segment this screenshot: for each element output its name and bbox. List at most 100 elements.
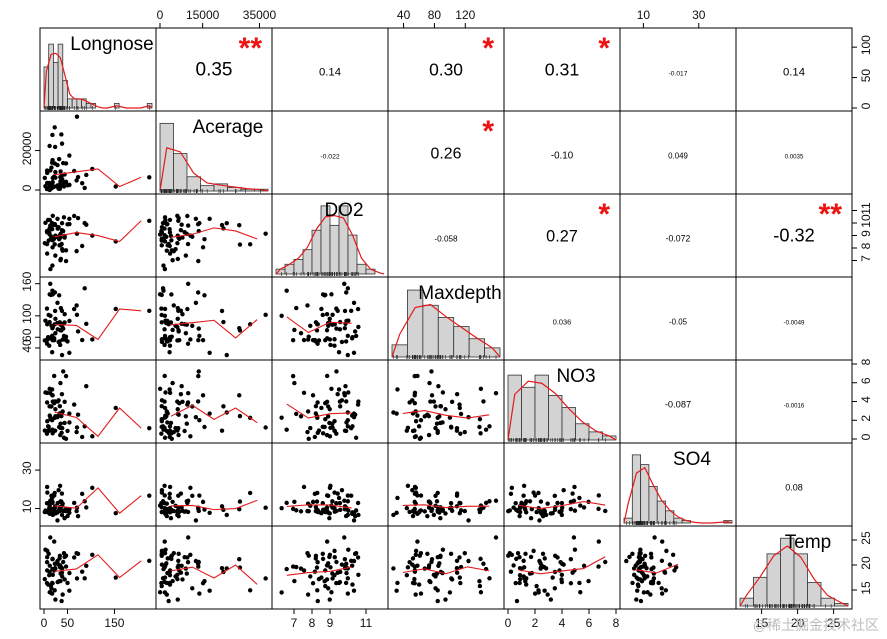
left-tick-label-3-2: 100 <box>20 303 34 323</box>
significance-stars-r0-c1: ** <box>239 32 263 65</box>
bottom-tick-label-0-2: 150 <box>104 616 124 630</box>
scatter-point-r4-c0-39 <box>45 424 51 429</box>
scatter-point-r6-c3-24 <box>457 575 462 580</box>
top-tick-label-3-2: 120 <box>455 8 475 22</box>
scatter-point-r6-c1-28 <box>162 590 168 595</box>
scatter-point-r5-c3-67 <box>438 515 443 521</box>
scatter-point-r4-c1-29 <box>221 404 226 409</box>
scatter-point-r6-c3-60 <box>481 561 486 566</box>
scatter-point-r4-c1-10 <box>167 390 173 396</box>
scatter-point-r4-c0-67 <box>62 420 67 426</box>
right-tick-label-0-0: 0 <box>859 102 873 109</box>
scatter-point-r4-c2-30 <box>343 383 348 389</box>
scatter-point-r6-c2-31 <box>352 551 358 557</box>
scatter-point-r6-c5-58 <box>635 561 640 566</box>
hist-bar-NO3-1 <box>521 386 536 441</box>
smooth-line-r3-c1 <box>170 319 258 339</box>
scatter-point-r5-c1-22 <box>263 505 268 510</box>
scatter-point-r4-c3-41 <box>433 425 438 431</box>
hist-bar-Temp-1 <box>753 576 768 607</box>
scatter-point-r4-c0-29 <box>47 404 52 409</box>
scatter-point-r6-c4-25 <box>517 576 523 582</box>
scatter-point-r5-c4-32 <box>524 499 529 504</box>
scatter-point-r4-c0-33 <box>44 431 50 436</box>
scatter-point-r5-c0-67 <box>62 515 67 521</box>
scatter-point-r4-c1-60 <box>195 399 201 404</box>
scatter-point-r3-c1-35 <box>162 342 167 348</box>
scatter-point-r6-c5-43 <box>640 557 645 562</box>
scatter-point-r5-c4-50 <box>596 493 601 498</box>
scatter-point-r5-c0-31 <box>75 513 81 519</box>
scatter-point-r5-c2-34 <box>315 490 320 496</box>
hist-bar-DO2-4 <box>311 229 322 275</box>
left-tick-label-5-1: 30 <box>20 461 34 475</box>
scatter-point-r4-c2-53 <box>336 387 342 392</box>
bottom-tick-label-0-0: 0 <box>41 616 48 630</box>
scatter-point-r5-c4-19 <box>552 493 558 499</box>
scatter-point-r6-c0-53 <box>49 580 55 586</box>
scatter-point-r5-c3-51 <box>410 487 415 493</box>
scatter-point-r3-c2-27 <box>332 337 337 342</box>
panel-border-r6-c6 <box>735 525 853 610</box>
scatter-point-r2-c0-32 <box>82 220 87 226</box>
panel-border-r1-c2 <box>271 110 389 195</box>
scatter-point-r5-c2-32 <box>345 499 351 504</box>
scatter-point-r2-c1-3 <box>164 248 170 253</box>
scatter-point-r3-c2-44 <box>355 306 361 312</box>
scatter-point-r1-c0-64 <box>67 153 72 158</box>
scatter-point-r6-c5-0 <box>659 558 665 563</box>
scatter-point-r4-c3-24 <box>457 405 462 411</box>
scatter-point-r6-c5-44 <box>649 555 654 560</box>
scatter-point-r3-c2-51 <box>339 339 345 345</box>
scatter-point-r5-c2-2 <box>284 500 289 506</box>
right-tick-label-2-2: 9 <box>859 230 873 237</box>
scatter-point-r4-c0-48 <box>63 436 69 442</box>
scatter-point-r6-c4-45 <box>511 563 516 568</box>
scatter-point-r3-c0-0 <box>147 308 152 314</box>
scatter-point-r6-c0-22 <box>74 576 80 581</box>
scatter-point-r5-c4-53 <box>577 495 582 501</box>
scatter-point-r2-c1-20 <box>224 220 229 226</box>
scatter-point-r6-c0-36 <box>62 577 67 582</box>
scatter-point-r1-c0-28 <box>48 184 53 189</box>
bottom-tick-label-6-1: 20 <box>791 616 805 630</box>
scatter-point-r5-c2-59 <box>337 500 343 506</box>
scatter-point-r6-c1-37 <box>219 565 225 571</box>
scatter-point-r6-c4-61 <box>572 547 578 552</box>
scatter-point-r3-c2-55 <box>351 300 357 306</box>
scatter-point-r6-c4-30 <box>581 563 587 568</box>
scatter-point-r6-c2-43 <box>342 557 348 562</box>
scatter-point-r2-c1-44 <box>185 213 190 219</box>
scatter-point-r5-c1-49 <box>185 509 191 515</box>
scatter-point-r1-c0-52 <box>90 166 95 172</box>
scatter-point-r3-c0-64 <box>67 350 72 355</box>
scatter-point-r3-c1-64 <box>207 350 212 355</box>
scatter-point-r3-c1-26 <box>183 331 189 336</box>
scatter-point-r4-c0-57 <box>59 430 64 435</box>
scatter-point-r5-c0-56 <box>47 503 52 508</box>
scatter-point-r6-c5-53 <box>656 580 661 586</box>
scatter-point-r6-c4-39 <box>524 582 529 587</box>
scatter-point-r3-c2-15 <box>305 303 310 308</box>
scatter-point-r6-c0-49 <box>44 559 50 565</box>
scatter-point-r6-c5-46 <box>631 572 637 578</box>
scatter-point-r6-c0-64 <box>67 588 72 593</box>
scatter-point-r5-c3-61 <box>440 508 446 513</box>
scatter-point-r2-c1-28 <box>162 266 168 272</box>
scatter-point-r1-c0-63 <box>56 156 62 162</box>
scatter-point-r6-c0-52 <box>90 552 95 557</box>
scatter-point-r5-c1-20 <box>224 512 229 518</box>
scatter-point-r2-c0-63 <box>56 237 62 242</box>
scatter-point-r3-c2-62 <box>330 322 335 327</box>
scatter-point-r5-c0-15 <box>74 508 79 514</box>
scatter-point-r3-c0-1 <box>79 337 85 343</box>
bottom-tick-label-6-0: 15 <box>755 616 769 630</box>
scatter-point-r6-c2-35 <box>328 565 333 570</box>
scatter-point-r6-c1-64 <box>207 588 212 593</box>
scatter-point-r6-c4-43 <box>568 557 574 562</box>
scatter-point-r3-c1-46 <box>175 324 180 330</box>
scatter-point-r6-c3-32 <box>487 576 492 581</box>
scatter-point-r5-c2-67 <box>327 515 332 521</box>
scatter-point-r6-c0-43 <box>50 557 55 562</box>
